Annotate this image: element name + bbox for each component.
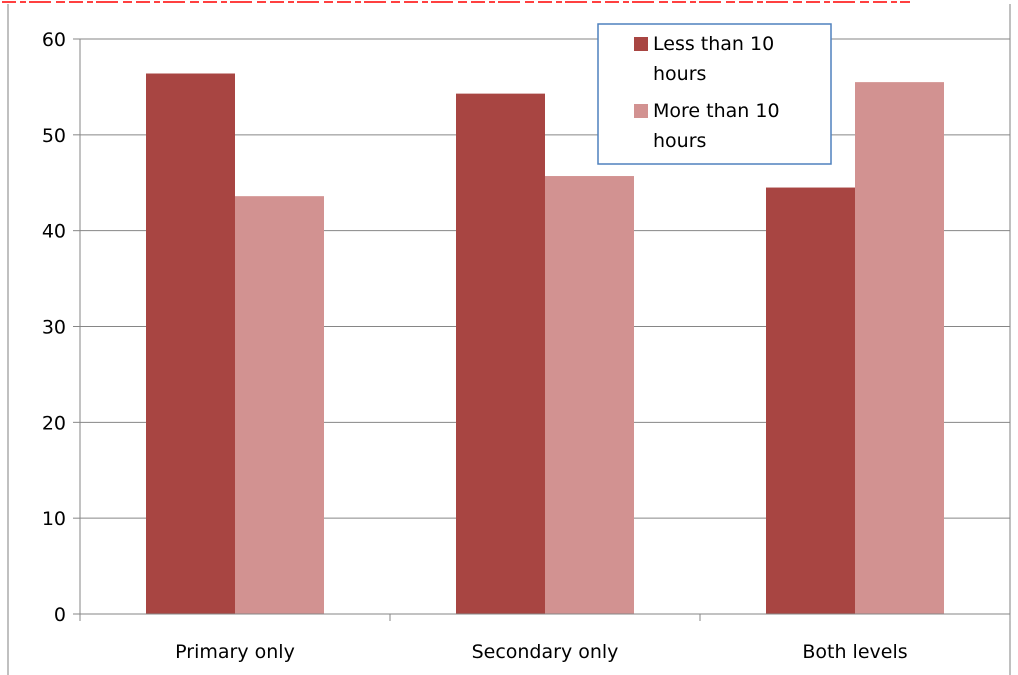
legend-label-less-than-10-hours-line1: Less than 10 (653, 33, 774, 55)
legend-label-more-than-10-hours-line1: More than 10 (653, 100, 780, 122)
legend-label-more-than-10-hours-line2: hours (653, 130, 706, 152)
bars (146, 73, 944, 614)
bar-primary-only-less-than-10-hours (146, 73, 235, 614)
y-tick-label-30: 30 (42, 317, 66, 339)
legend-swatch-less-than-10-hours (634, 37, 648, 51)
y-tick-label-20: 20 (42, 412, 66, 434)
y-tick-label-10: 10 (42, 508, 66, 530)
x-tick-label-secondary-only: Secondary only (472, 641, 619, 663)
y-tick-label-0: 0 (54, 604, 66, 626)
y-axis-ticks: 0 10 20 30 40 50 60 (42, 29, 80, 626)
y-tick-label-60: 60 (42, 29, 66, 51)
bar-both-levels-less-than-10-hours (766, 187, 855, 614)
x-axis-ticks: Primary only Secondary only Both levels (79, 614, 1011, 663)
legend-swatch-more-than-10-hours (634, 104, 648, 118)
bar-secondary-only-less-than-10-hours (456, 93, 545, 614)
y-tick-label-50: 50 (42, 125, 66, 147)
legend: Less than 10 hours More than 10 hours (597, 23, 832, 165)
bar-primary-only-more-than-10-hours (235, 196, 324, 614)
x-tick-label-both-levels: Both levels (802, 641, 907, 663)
x-tick-label-primary-only: Primary only (175, 641, 295, 663)
axes (79, 39, 1010, 615)
bar-secondary-only-more-than-10-hours (545, 176, 634, 614)
legend-label-less-than-10-hours-line2: hours (653, 63, 706, 85)
bar-both-levels-more-than-10-hours (855, 82, 944, 614)
y-tick-label-40: 40 (42, 221, 66, 243)
